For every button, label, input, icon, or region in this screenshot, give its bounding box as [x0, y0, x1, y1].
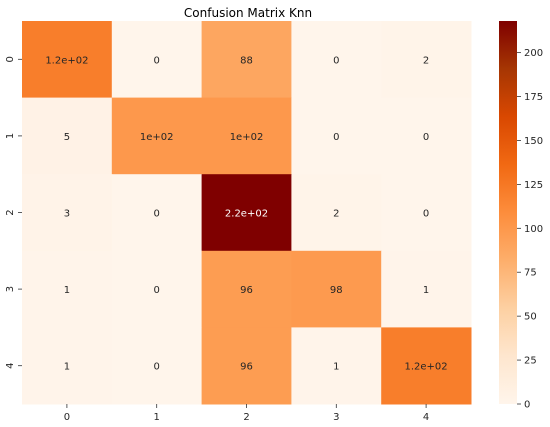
colorbar-tick-label-2: 50 [524, 312, 537, 323]
cell-label-r4-c1: 0 [154, 362, 160, 373]
heatmap-cell-r0-c2 [201, 21, 292, 99]
cell-label-r3-c0: 1 [64, 285, 70, 296]
heatmap-cell-r1-c2 [201, 97, 292, 175]
y-tick-label-4: 4 [5, 363, 16, 369]
heatmap-cell-r1-c1 [111, 97, 203, 175]
cell-label-r1-c4: 0 [423, 132, 429, 143]
colorbar-gradient [499, 21, 517, 404]
y-tick-label-0: 0 [5, 56, 16, 62]
x-tick-label-4: 4 [423, 412, 429, 423]
cell-label-r2-c4: 0 [423, 209, 429, 220]
heatmap-cell-r1-c0 [22, 97, 113, 175]
y-axis-ticks: 0 1 2 3 4 [5, 56, 22, 369]
x-axis-ticks: 0 1 2 3 4 [64, 404, 429, 423]
heatmap-cell-r0-c1 [111, 21, 203, 99]
heatmap-cell-r3-c3 [291, 250, 382, 328]
heatmap-cell-r1-c4 [381, 97, 472, 175]
heatmap-cell-r4-c3 [291, 327, 382, 405]
cell-label-r3-c4: 1 [423, 285, 429, 296]
cell-label-r0-c4: 2 [423, 55, 429, 66]
heatmap-cell-r1-c3 [291, 97, 382, 175]
cell-label-r4-c0: 1 [64, 362, 70, 373]
cell-label-r1-c1: 1e+02 [140, 132, 174, 143]
x-tick-label-2: 2 [243, 412, 249, 423]
cell-label-r0-c3: 0 [333, 55, 339, 66]
heatmap-cell-r3-c4 [381, 250, 472, 328]
heatmap-cell-r2-c4 [381, 174, 472, 252]
cell-label-r2-c0: 3 [64, 209, 70, 220]
cell-label-r2-c2: 2.2e+02 [225, 209, 268, 220]
colorbar-tick-label-5: 125 [524, 180, 543, 191]
colorbar-tick-label-1: 25 [524, 356, 537, 367]
colorbar-tick-label-4: 100 [524, 224, 543, 235]
heatmap-cell-r4-c4 [381, 327, 472, 405]
colorbar-tick-label-8: 200 [524, 48, 543, 59]
cell-label-r0-c0: 1.2e+02 [45, 55, 88, 66]
colorbar: 0 25 50 75 100 125 150 175 200 [499, 21, 543, 411]
cell-label-r3-c1: 0 [154, 285, 160, 296]
cell-label-r3-c3: 98 [330, 285, 343, 296]
heatmap-cell-r2-c3 [291, 174, 382, 252]
y-tick-label-3: 3 [5, 286, 16, 292]
colorbar-tick-label-7: 175 [524, 92, 543, 103]
cell-label-r3-c2: 96 [240, 285, 253, 296]
heatmap-cells: 1.2e+02 0 88 0 2 5 1e+02 1e+02 0 0 3 0 2.2e+02 2 0 1 0 96… [22, 21, 472, 405]
cell-label-r2-c1: 0 [154, 209, 160, 220]
heatmap-cell-r0-c0 [22, 21, 113, 99]
y-tick-label-1: 1 [5, 133, 16, 139]
cell-label-r4-c4: 1.2e+02 [405, 362, 448, 373]
heatmap-cell-r0-c3 [291, 21, 382, 99]
colorbar-tick-label-6: 150 [524, 136, 543, 147]
cell-label-r1-c3: 0 [333, 132, 339, 143]
heatmap-cell-r2-c0 [22, 174, 113, 252]
heatmap-cell-r2-c2 [201, 174, 292, 252]
cell-label-r4-c3: 1 [333, 362, 339, 373]
cell-label-r0-c2: 88 [240, 55, 253, 66]
heatmap-cell-r4-c1 [111, 327, 203, 405]
x-tick-label-0: 0 [64, 412, 70, 423]
cell-label-r0-c1: 0 [154, 55, 160, 66]
cell-label-r1-c2: 1e+02 [230, 132, 264, 143]
x-tick-label-1: 1 [154, 412, 160, 423]
y-tick-label-2: 2 [5, 209, 16, 215]
heatmap-cell-r4-c0 [22, 327, 113, 405]
cell-label-r2-c3: 2 [333, 209, 339, 220]
heatmap-cell-r3-c0 [22, 250, 113, 328]
colorbar-tick-label-0: 0 [524, 400, 530, 411]
colorbar-tick-label-3: 75 [524, 268, 537, 279]
heatmap-cell-r3-c2 [201, 250, 292, 328]
heatmap-cell-r0-c4 [381, 21, 472, 99]
cell-label-r4-c2: 96 [240, 362, 253, 373]
heatmap-cell-r4-c2 [201, 327, 292, 405]
cell-label-r1-c0: 5 [64, 132, 70, 143]
x-tick-label-3: 3 [333, 412, 339, 423]
heatmap-cell-r2-c1 [111, 174, 203, 252]
chart-title: Confusion Matrix Knn [184, 6, 312, 20]
heatmap-cell-r3-c1 [111, 250, 203, 328]
